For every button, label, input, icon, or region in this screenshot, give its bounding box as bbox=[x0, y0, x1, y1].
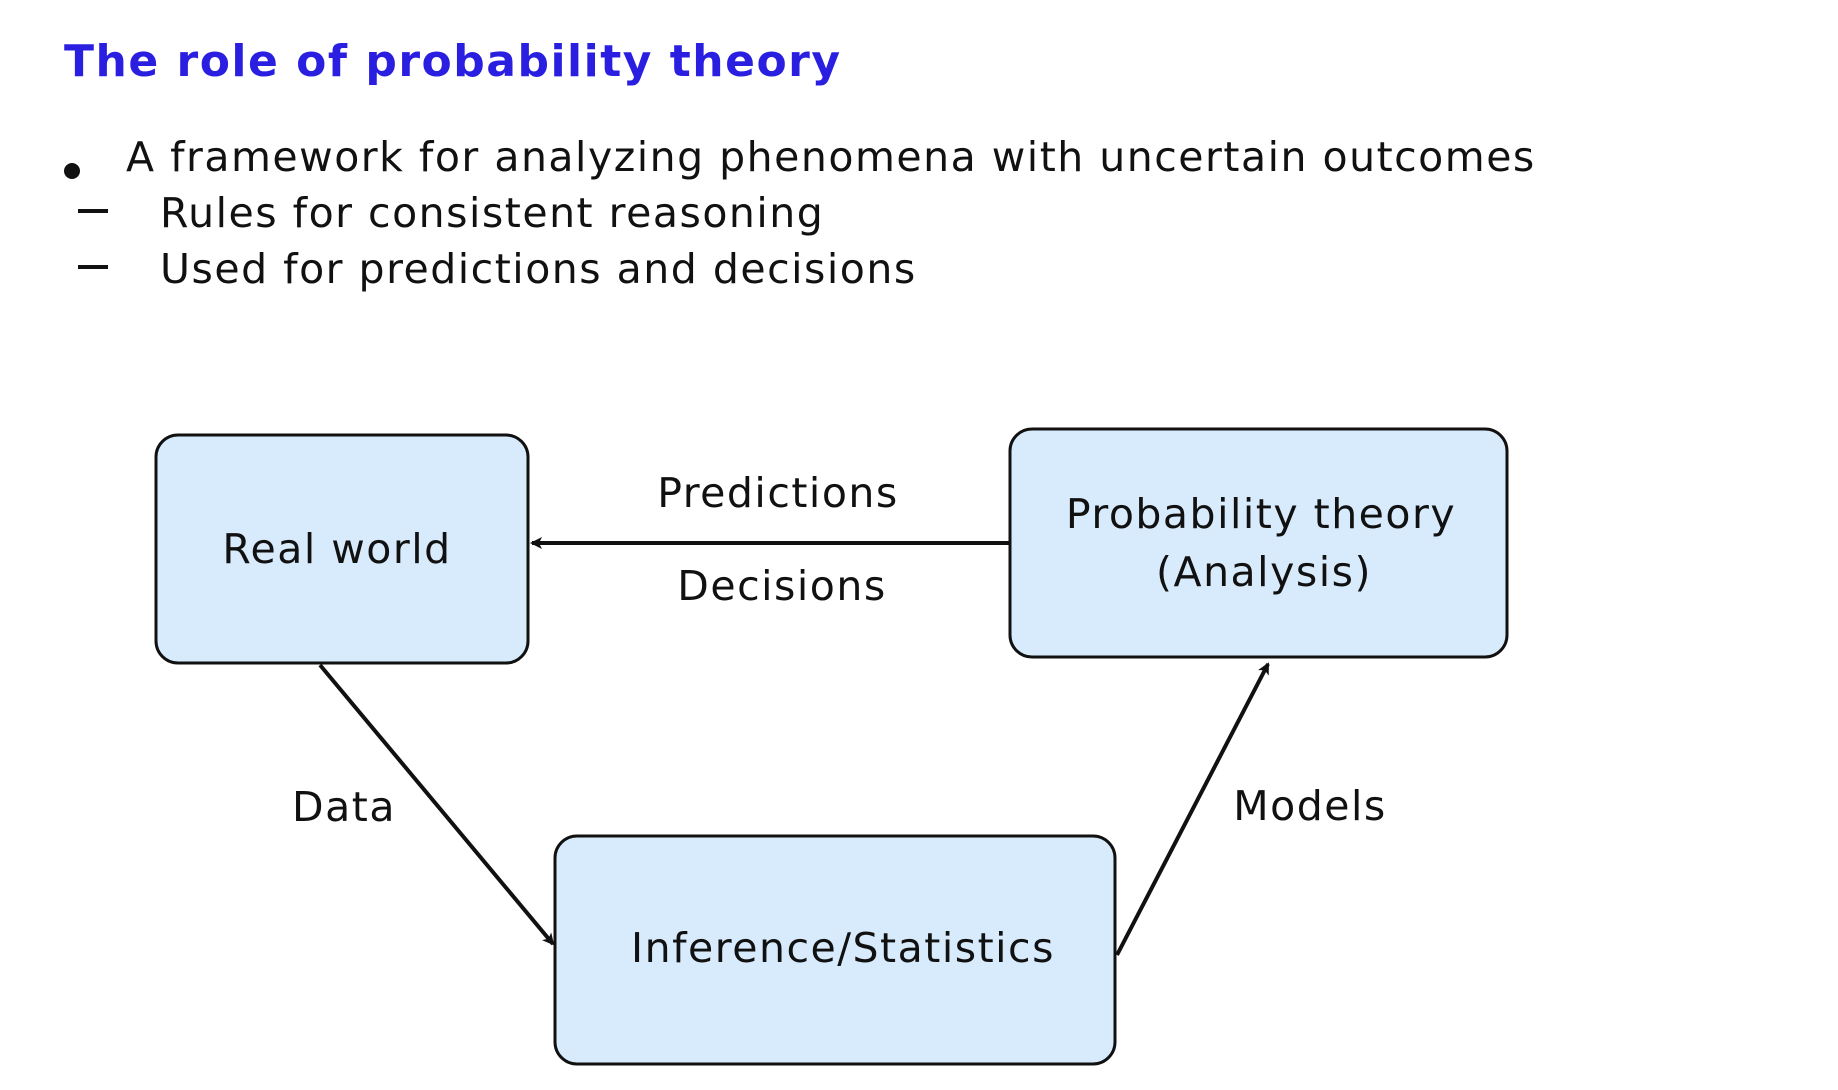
node-real-world-box bbox=[154, 433, 530, 665]
edge-label-predictions: Predictions bbox=[657, 469, 899, 517]
node-inference-statistics-box bbox=[553, 834, 1117, 1066]
arrow-models bbox=[1115, 662, 1270, 956]
edge-inference-to-probability: Models bbox=[1115, 662, 1386, 956]
node-probability-theory-box bbox=[1008, 427, 1509, 659]
node-real-world: Real world bbox=[154, 433, 530, 665]
edge-probability-to-real-world: Predictions Decisions bbox=[530, 469, 1010, 610]
sub-bullet-used: Used for predictions and decisions bbox=[160, 245, 917, 293]
node-probability-theory-label-line1: Probability theory bbox=[1066, 490, 1456, 538]
sub-bullet-rules: Rules for consistent reasoning bbox=[160, 189, 825, 237]
node-probability-theory-label-line2: (Analysis) bbox=[1156, 548, 1372, 596]
edge-label-decisions: Decisions bbox=[677, 562, 886, 610]
bullet-dot-icon bbox=[64, 163, 80, 179]
node-inference-statistics: Inference/Statistics bbox=[553, 834, 1117, 1066]
edge-label-models: Models bbox=[1233, 782, 1386, 830]
arrow-data bbox=[318, 663, 555, 946]
node-probability-theory: Probability theory (Analysis) bbox=[1008, 427, 1509, 659]
bullet-main: A framework for analyzing phenomena with… bbox=[126, 133, 1536, 181]
node-inference-statistics-label: Inference/Statistics bbox=[631, 924, 1055, 972]
edge-label-data: Data bbox=[292, 783, 396, 831]
dash-icon bbox=[78, 265, 108, 269]
dash-icon bbox=[78, 209, 108, 213]
edge-real-world-to-inference: Data bbox=[292, 663, 555, 946]
slide-title: The role of probability theory bbox=[64, 36, 842, 87]
node-real-world-label: Real world bbox=[222, 525, 451, 573]
